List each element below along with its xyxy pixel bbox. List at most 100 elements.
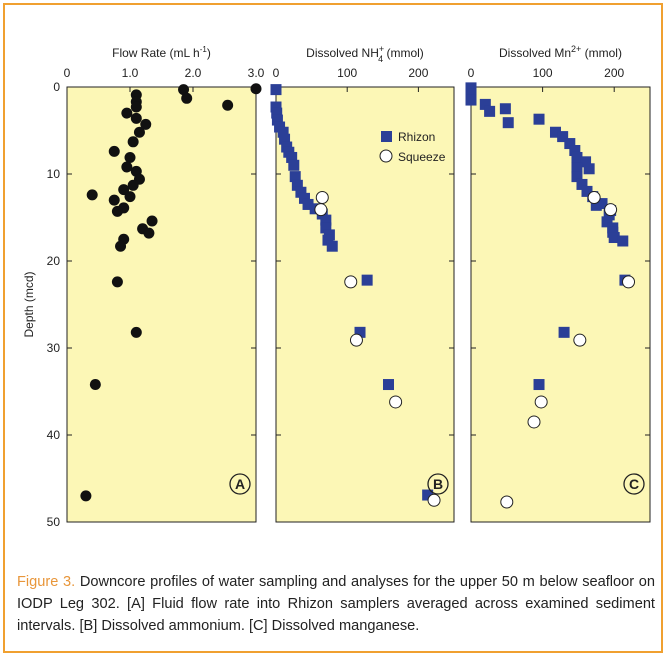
x-tick-label: 3.0	[248, 66, 265, 80]
caption-label: Figure 3.	[17, 574, 76, 590]
rhizon-point	[277, 126, 289, 138]
rhizon-point	[484, 105, 496, 117]
legend-rhizon-label: Rhizon	[398, 130, 435, 144]
figure-caption: Figure 3. Downcore profiles of water sam…	[17, 571, 655, 637]
x-tick-label: 2.0	[185, 66, 202, 80]
panel-a-background	[66, 86, 257, 523]
squeeze-point	[314, 203, 328, 217]
flow-rate-point	[86, 189, 98, 201]
y-tick-label: 30	[47, 341, 61, 355]
rhizon-point	[465, 82, 477, 94]
rhizon-point	[557, 131, 569, 143]
rhizon-point	[569, 145, 581, 157]
panel-label-circle	[229, 473, 251, 495]
flow-rate-point	[146, 215, 158, 227]
rhizon-point	[580, 156, 592, 168]
rhizon-point	[549, 126, 561, 138]
flow-rate-point	[130, 112, 142, 124]
rhizon-point	[564, 138, 576, 150]
rhizon-point	[596, 198, 608, 210]
rhizon-point	[270, 84, 282, 96]
y-tick-label: 40	[47, 428, 61, 442]
squeeze-point	[587, 190, 601, 204]
squeeze-point	[534, 395, 548, 409]
panel-label-circle	[427, 473, 449, 495]
legend-squeeze-label: Squeeze	[398, 150, 446, 164]
flow-rate-point	[111, 276, 123, 288]
rhizon-point	[581, 185, 593, 197]
figure-plot: 0 1.0 2.0 3.0 0 10 20 30 40 50 Flow Rate (mL h-1) D…	[22, 44, 651, 529]
flow-rate-point	[127, 136, 139, 148]
y-tick-label: 0	[53, 80, 60, 94]
squeeze-point	[500, 495, 514, 509]
squeeze-point	[573, 333, 587, 347]
rhizon-point	[322, 234, 334, 246]
rhizon-point	[465, 94, 477, 106]
flow-rate-point	[130, 326, 142, 338]
y-axis-label: Depth (mcd)	[22, 271, 36, 337]
rhizon-point	[361, 274, 373, 286]
rhizon-point	[533, 113, 545, 125]
legend-squeeze-marker	[379, 149, 393, 163]
panel-b-title: Dissolved NH+ 4 (mmol)	[306, 44, 424, 64]
x-tick-label: 0	[64, 66, 71, 80]
flow-rate-point	[222, 99, 234, 111]
rhizon-point	[502, 117, 514, 129]
rhizon-point	[617, 235, 629, 247]
panel-label-a: A	[235, 476, 245, 492]
flow-rate-point	[181, 92, 193, 104]
legend-rhizon-marker	[381, 131, 392, 142]
x-tick-label: 0	[273, 66, 280, 80]
x-tick-label: 200	[408, 66, 428, 80]
rhizon-point	[291, 179, 303, 191]
rhizon-point	[288, 159, 300, 171]
flow-rate-point	[121, 107, 133, 119]
flow-rate-point	[115, 240, 127, 252]
rhizon-point	[422, 489, 434, 501]
rhizon-point	[302, 198, 314, 210]
flow-rate-point	[124, 191, 136, 203]
rhizon-point	[583, 163, 595, 175]
panel-label-c: C	[629, 476, 639, 492]
caption-text: Downcore profiles of water sampling and …	[17, 574, 656, 634]
panel-c-title: Dissolved Mn2+ (mmol)	[499, 44, 622, 60]
x-tick-label: 0	[468, 66, 475, 80]
rhizon-point	[479, 98, 491, 110]
rhizon-point	[465, 88, 477, 100]
flow-rate-point	[250, 83, 262, 95]
flow-rate-point	[89, 379, 101, 391]
flow-rate-point	[111, 205, 123, 217]
x-tick-label: 100	[533, 66, 553, 80]
rhizon-point	[320, 222, 332, 234]
flow-rate-point	[121, 161, 133, 173]
flow-rate-point	[108, 145, 120, 157]
panel-b-background	[275, 86, 455, 523]
rhizon-point	[271, 114, 283, 126]
panel-label-circle	[623, 473, 645, 495]
squeeze-point	[349, 333, 363, 347]
squeeze-point	[527, 415, 541, 429]
flow-rate-point	[143, 227, 155, 239]
rhizon-point	[590, 199, 602, 211]
flow-rate-point	[124, 151, 136, 163]
rhizon-point	[286, 151, 298, 163]
rhizon-point	[382, 379, 394, 391]
flow-rate-point	[130, 101, 142, 113]
rhizon-point	[295, 186, 307, 198]
squeeze-point	[604, 203, 618, 217]
rhizon-point	[354, 326, 366, 338]
x-tick-label: 1.0	[122, 66, 139, 80]
rhizon-point	[320, 214, 332, 226]
figure-frame: 0 1.0 2.0 3.0 0 10 20 30 40 50 Flow Rate (mL h-1) D…	[3, 3, 663, 653]
rhizon-point	[601, 216, 613, 228]
flow-rate-point	[127, 179, 139, 191]
squeeze-point	[315, 190, 329, 204]
flow-rate-point	[118, 184, 130, 196]
rhizon-point	[571, 171, 583, 183]
rhizon-point	[571, 162, 583, 174]
rhizon-point	[298, 192, 310, 204]
rhizon-point	[558, 326, 570, 338]
rhizon-point	[608, 232, 620, 244]
rhizon-point	[571, 151, 583, 163]
rhizon-point	[270, 101, 282, 113]
